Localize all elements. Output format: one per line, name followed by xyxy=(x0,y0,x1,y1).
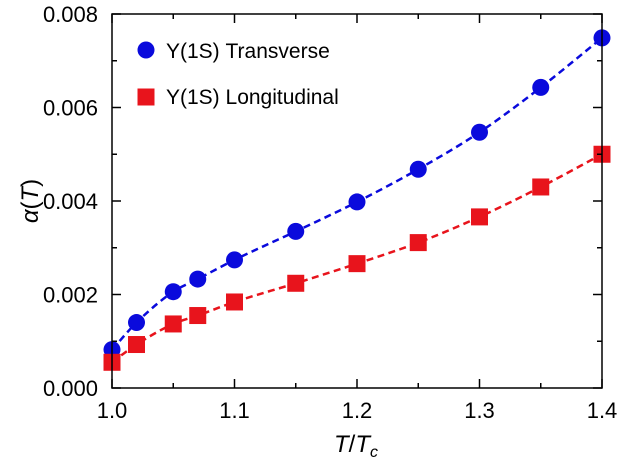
data-point-longitudinal xyxy=(409,234,427,252)
data-point-transverse xyxy=(348,193,366,211)
legend-marker-longitudinal xyxy=(137,88,155,106)
series-layer xyxy=(103,29,611,371)
x-axis-title-tc: T xyxy=(355,431,372,458)
legend-label-longitudinal: Υ(1S) Longitudinal xyxy=(166,86,339,109)
ticks-layer: 1.0 1.1 1.2 1.3 1.4 0.000 0.002 0.004 0.006 0.008 xyxy=(43,2,617,423)
legend: Υ(1S) Transverse Υ(1S) Longitudinal xyxy=(137,40,339,109)
x-tick-label: 1.0 xyxy=(97,398,128,423)
data-point-longitudinal xyxy=(348,255,366,273)
x-axis-title-slash: / xyxy=(349,431,356,458)
data-point-transverse xyxy=(189,270,207,288)
x-axis-title: T/Tc xyxy=(334,431,378,461)
x-axis-title-sub: c xyxy=(370,444,378,461)
data-point-longitudinal xyxy=(226,293,243,311)
y-axis-title-t: T xyxy=(17,184,44,201)
legend-label-transverse: Υ(1S) Transverse xyxy=(166,40,330,63)
y-axis-title: α(T) xyxy=(17,179,44,223)
data-point-transverse xyxy=(532,78,550,96)
data-point-transverse xyxy=(164,283,182,301)
data-point-longitudinal xyxy=(471,208,488,226)
y-tick-label: 0.004 xyxy=(43,189,98,214)
data-point-longitudinal xyxy=(128,336,145,354)
data-point-longitudinal xyxy=(287,274,305,292)
data-point-longitudinal xyxy=(164,315,182,333)
y-axis-title-alpha: α xyxy=(17,208,44,223)
y-tick-label: 0.006 xyxy=(43,96,98,121)
x-tick-label: 1.3 xyxy=(464,398,495,423)
x-axis-title-t: T xyxy=(334,431,351,458)
data-point-longitudinal xyxy=(189,307,207,325)
data-point-transverse xyxy=(287,222,305,240)
x-tick-label: 1.4 xyxy=(587,398,618,423)
x-tick-label: 1.1 xyxy=(219,398,250,423)
data-point-transverse xyxy=(128,314,145,332)
data-point-longitudinal xyxy=(532,178,550,196)
y-tick-label: 0.002 xyxy=(43,283,98,308)
y-axis-title-open: ( xyxy=(17,201,44,209)
x-tick-label: 1.2 xyxy=(342,398,373,423)
data-point-transverse xyxy=(409,160,427,178)
y-tick-label: 0.008 xyxy=(43,2,98,27)
y-axis-title-close: ) xyxy=(17,179,44,187)
data-point-transverse xyxy=(226,251,243,269)
data-point-transverse xyxy=(471,123,488,141)
legend-marker-transverse xyxy=(137,41,155,59)
y-tick-label: 0.000 xyxy=(43,376,98,401)
